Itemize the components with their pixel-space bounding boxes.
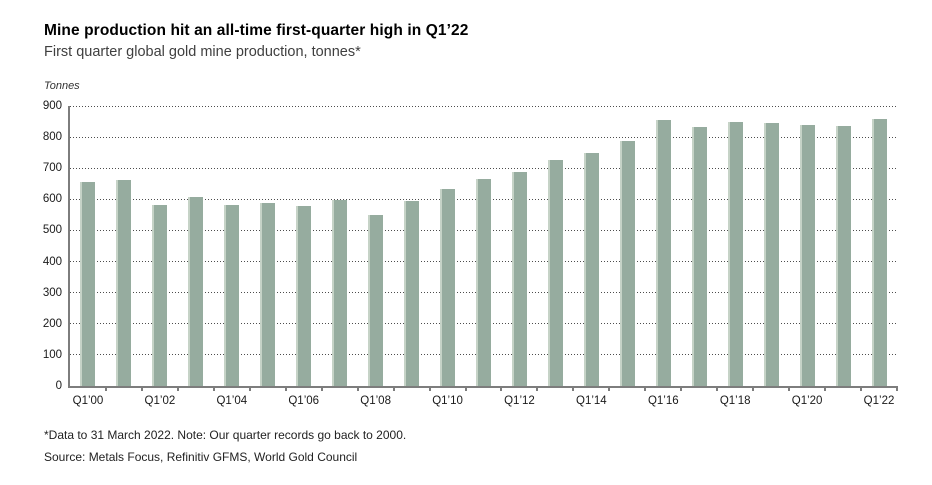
y-tick-label: 900 xyxy=(42,100,62,112)
bar xyxy=(763,123,779,386)
y-tick-label: 500 xyxy=(42,224,62,237)
x-axis-tick xyxy=(608,386,611,391)
bar xyxy=(368,214,384,386)
chart-title: Mine production hit an all-time first-qu… xyxy=(44,22,469,39)
x-axis-tick xyxy=(752,386,755,391)
x-tick-label: Q1’22 xyxy=(863,395,895,407)
x-axis-tick xyxy=(212,386,215,391)
x-tick-label: Q1’18 xyxy=(719,395,751,407)
bar xyxy=(296,206,312,386)
x-axis-tick xyxy=(356,386,359,391)
x-axis-tick xyxy=(896,386,898,391)
y-tick-label: 200 xyxy=(42,317,62,330)
x-axis-tick xyxy=(320,386,323,391)
bar xyxy=(871,119,887,386)
bar xyxy=(224,205,240,386)
x-tick-label: Q1’00 xyxy=(72,395,104,407)
bar xyxy=(655,120,671,386)
x-axis-tick xyxy=(284,386,287,391)
bar xyxy=(547,159,563,386)
x-axis-tick xyxy=(860,386,863,391)
x-axis-tick xyxy=(716,386,719,391)
gridline-y-700 xyxy=(70,167,897,169)
bar xyxy=(799,124,815,386)
bar xyxy=(835,126,851,386)
x-tick-label: Q1’06 xyxy=(288,395,320,407)
gridline-y-800 xyxy=(70,136,897,138)
bar xyxy=(332,199,348,386)
bar xyxy=(440,189,456,386)
bar xyxy=(583,152,599,386)
x-axis-tick xyxy=(140,386,143,391)
x-axis-tick xyxy=(176,386,179,391)
x-axis-tick xyxy=(824,386,827,391)
x-tick-label: Q1’04 xyxy=(216,395,248,407)
y-tick-label: 300 xyxy=(42,286,62,299)
x-tick-label: Q1’14 xyxy=(576,395,607,407)
x-tick-label: Q1’10 xyxy=(432,395,463,407)
x-tick-label: Q1’12 xyxy=(504,395,535,407)
gridline-y-900 xyxy=(70,105,897,107)
x-axis-tick xyxy=(428,386,431,391)
x-axis-tick xyxy=(644,386,647,391)
x-tick-label: Q1’16 xyxy=(647,395,679,407)
x-axis-tick xyxy=(392,386,395,391)
x-tick-label: Q1’08 xyxy=(360,395,391,407)
bar xyxy=(476,178,491,386)
y-axis-unit-label: Tonnes xyxy=(44,80,80,92)
bar xyxy=(152,204,168,386)
y-tick-label: 600 xyxy=(42,193,62,206)
x-axis-tick xyxy=(464,386,467,391)
x-axis-tick xyxy=(500,386,503,391)
x-axis-tick xyxy=(536,386,539,391)
y-tick-label: 400 xyxy=(42,255,62,268)
y-tick-label: 700 xyxy=(42,162,62,175)
source-line: Source: Metals Focus, Refinitiv GFMS, Wo… xyxy=(44,450,358,464)
x-tick-label: Q1’20 xyxy=(791,395,823,407)
x-axis-tick xyxy=(104,386,107,391)
footnote: *Data to 31 March 2022. Note: Our quarte… xyxy=(44,428,407,442)
plot-area: 0 100 200 300 400 500 600 700 800 900 Q1’00 Q1’02 Q1… xyxy=(43,100,898,407)
x-axis-tick xyxy=(680,386,683,391)
bar xyxy=(188,196,204,386)
bar xyxy=(511,172,527,386)
y-tick-label: 800 xyxy=(42,131,62,144)
y-tick-label: 100 xyxy=(42,348,62,361)
chart-subtitle: First quarter global gold mine productio… xyxy=(44,44,361,60)
x-tick-label: Q1’02 xyxy=(144,395,176,407)
y-tick-label: 0 xyxy=(55,380,62,392)
x-axis-tick xyxy=(572,386,575,391)
bar xyxy=(116,180,132,386)
x-axis-tick xyxy=(248,386,251,391)
bar xyxy=(260,203,276,386)
x-axis-tick xyxy=(788,386,791,391)
bar xyxy=(691,127,707,386)
bar xyxy=(727,121,743,386)
bar xyxy=(619,140,635,386)
bar xyxy=(404,201,420,386)
bar xyxy=(80,182,96,386)
